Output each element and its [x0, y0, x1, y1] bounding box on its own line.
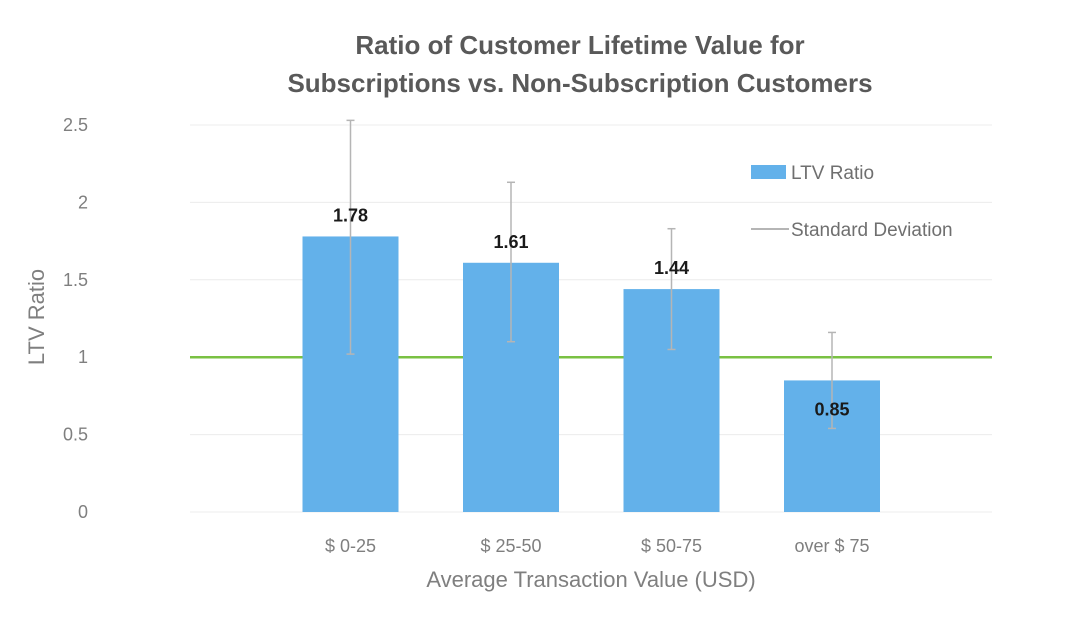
y-tick-label: 1.5 [63, 270, 88, 290]
error-bar [667, 227, 676, 351]
error-bars [346, 119, 836, 430]
data-labels: 1.78 1.61 1.44 0.85 [333, 205, 850, 419]
error-bar [828, 331, 836, 430]
legend: LTV Ratio Standard Deviation [751, 163, 953, 241]
x-axis-label: Average Transaction Value (USD) [426, 567, 755, 592]
y-tick-label: 0 [78, 502, 88, 522]
legend-swatch-ltv-ratio [751, 165, 786, 179]
y-tick-label: 2 [78, 192, 88, 212]
x-tick-label: $ 0-25 [325, 536, 376, 556]
y-axis-label: LTV Ratio [24, 269, 49, 365]
y-tick-label: 1 [78, 347, 88, 367]
y-tick-labels: 0 0.5 1 1.5 2 2.5 [63, 115, 88, 522]
error-bar [346, 119, 355, 355]
error-bar [507, 181, 515, 343]
data-label: 1.44 [654, 258, 689, 278]
data-label: 0.85 [814, 399, 849, 419]
x-tick-label: $ 25-50 [480, 536, 541, 556]
x-tick-label: $ 50-75 [641, 536, 702, 556]
data-label: 1.61 [493, 232, 528, 252]
chart-title-line-1: Ratio of Customer Lifetime Value for [355, 30, 804, 60]
x-tick-labels: $ 0-25 $ 25-50 $ 50-75 over $ 75 [325, 536, 870, 556]
y-tick-label: 0.5 [63, 425, 88, 445]
legend-label-ltv-ratio: LTV Ratio [791, 163, 874, 184]
legend-label-standard-deviation: Standard Deviation [791, 220, 953, 241]
chart-title-line-2: Subscriptions vs. Non-Subscription Custo… [287, 68, 872, 98]
bars [302, 236, 880, 512]
data-label: 1.78 [333, 205, 368, 225]
y-tick-label: 2.5 [63, 115, 88, 135]
x-tick-label: over $ 75 [794, 536, 869, 556]
